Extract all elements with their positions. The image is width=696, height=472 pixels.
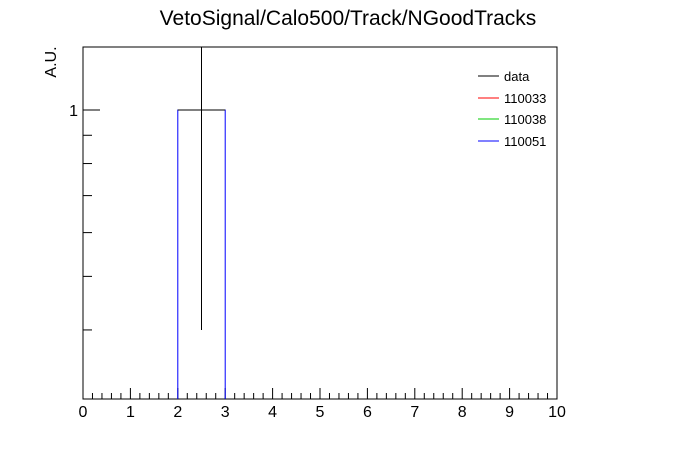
legend-label-110033: 110033 [504,91,546,106]
x-tick-label: 8 [458,404,467,421]
y-axis: 1 [69,103,100,331]
legend: data 110033 110038 110051 [478,69,546,149]
x-tick-label: 3 [221,404,230,421]
x-tick-label: 4 [268,404,277,421]
chart-marks [177,47,226,399]
plot-frame [82,46,558,400]
x-tick-label: 0 [79,404,88,421]
x-tick-label: 2 [173,404,182,421]
y-tick-label: 1 [69,103,78,120]
x-axis: 0 1 2 3 4 5 6 7 8 9 10 [79,388,566,421]
legend-label-data: data [504,69,530,84]
y-axis-label: A.U. [43,46,60,77]
chart-title: VetoSignal/Calo500/Track/NGoodTracks [160,7,537,30]
x-tick-label: 10 [548,404,566,421]
x-tick-label: 9 [505,404,514,421]
legend-label-110051: 110051 [504,134,546,149]
x-tick-label: 6 [363,404,372,421]
x-tick-label: 5 [316,404,325,421]
x-tick-label: 7 [410,404,419,421]
x-tick-label: 1 [126,404,135,421]
legend-label-110038: 110038 [504,112,546,127]
